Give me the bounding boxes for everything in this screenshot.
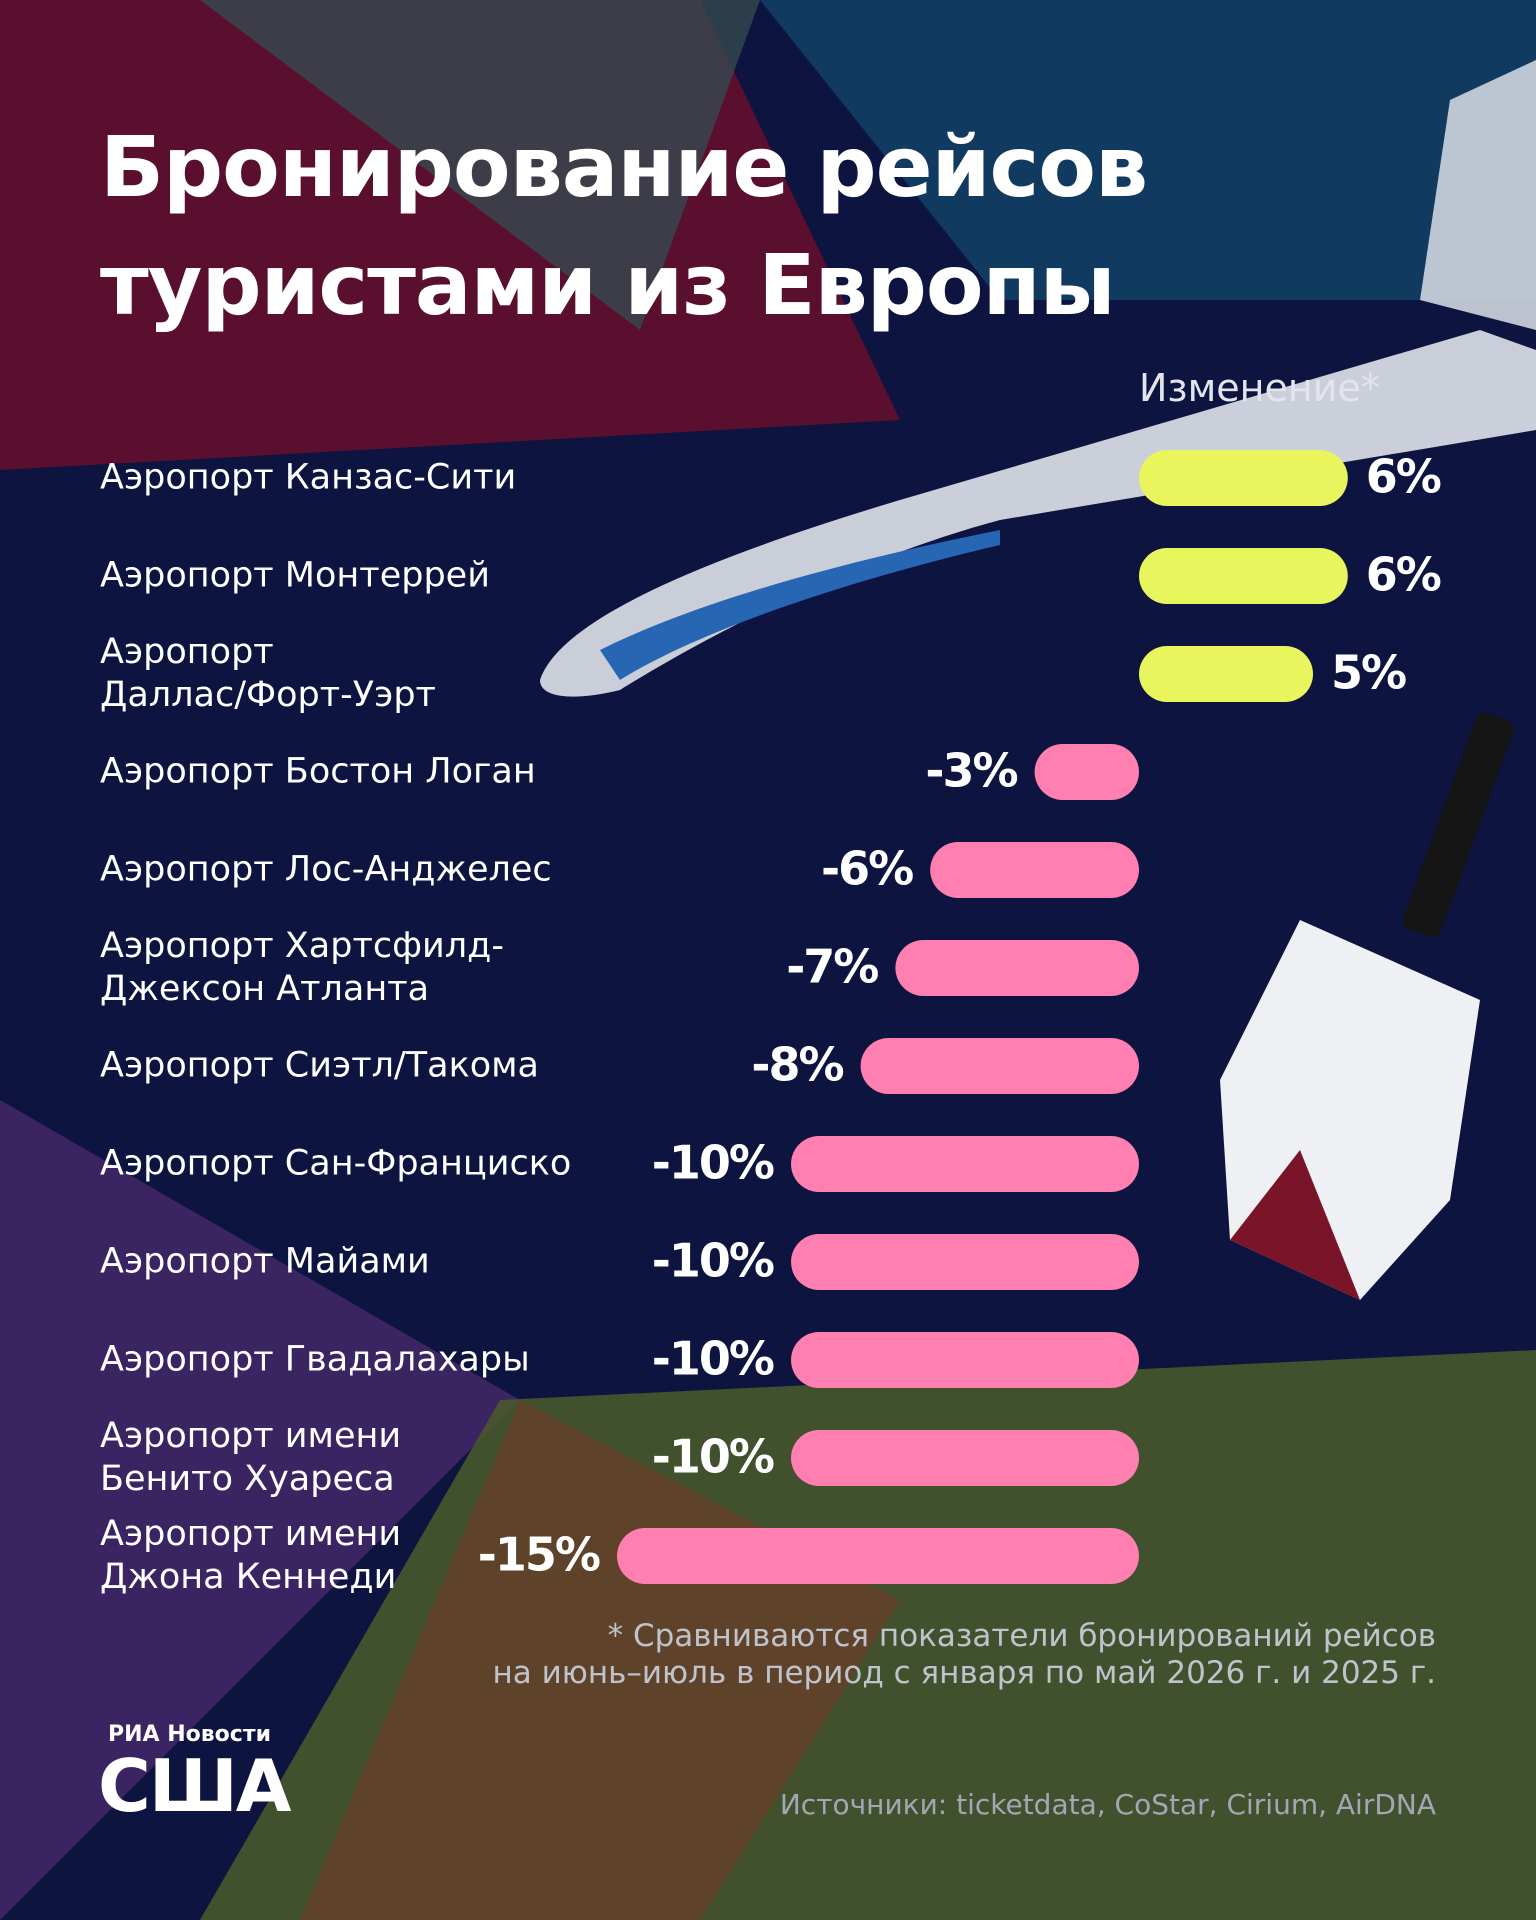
- category-label: Аэропорт Сан-Франциско: [100, 1143, 572, 1184]
- value-label: -10%: [652, 1430, 774, 1484]
- value-label: 6%: [1366, 548, 1441, 602]
- bg-wedge: [760, 0, 1536, 300]
- bar: [791, 1430, 1139, 1486]
- bar: [930, 842, 1139, 898]
- value-label: -10%: [652, 1234, 774, 1288]
- value-label: -6%: [821, 842, 913, 896]
- bg-wedge: [0, 1100, 520, 1920]
- value-label: -10%: [652, 1332, 774, 1386]
- category-label: Аэропорт Сиэтл/Такома: [100, 1045, 539, 1086]
- category-label: Аэропорт Майами: [100, 1241, 430, 1282]
- value-label: -8%: [751, 1038, 843, 1092]
- source: Источники: ticketdata, CoStar, Cirium, A…: [779, 1788, 1436, 1821]
- category-label: Аэропорт Бостон Логан: [100, 751, 536, 792]
- category-label: Аэропорт Монтеррей: [100, 555, 490, 596]
- category-label: Аэропорт Лос-Анджелес: [100, 849, 552, 890]
- chart-title: Бронирование рейсов туристами из Европы: [100, 118, 1148, 334]
- category-label: Аэропорт имени Джона Кеннеди: [100, 1514, 402, 1597]
- category-label: Аэропорт Канзас-Сити: [100, 457, 517, 498]
- plane-illustration: [540, 60, 1536, 697]
- bar: [1139, 646, 1313, 702]
- category-label: Аэропорт Гвадалахары: [100, 1339, 530, 1380]
- bar: [1139, 450, 1348, 506]
- luggage-tag-illustration: [1220, 712, 1514, 1300]
- bar: [617, 1528, 1139, 1584]
- value-label: -10%: [652, 1136, 774, 1190]
- value-label: 6%: [1366, 450, 1441, 504]
- value-label: -3%: [925, 744, 1017, 798]
- footnote: * Сравниваются показатели бронирований р…: [492, 1618, 1437, 1691]
- bg-wedge: [200, 0, 760, 330]
- bar: [1139, 548, 1348, 604]
- brand-title: США: [98, 1744, 292, 1828]
- bar: [791, 1332, 1139, 1388]
- bar: [860, 1038, 1139, 1094]
- brand: РИА Новости: [108, 1722, 271, 1747]
- value-label: 5%: [1331, 646, 1406, 700]
- value-label: -15%: [478, 1528, 600, 1582]
- axis-label: Изменение*: [1139, 366, 1380, 410]
- value-label: -7%: [786, 940, 878, 994]
- bar: [895, 940, 1139, 996]
- category-label: Аэропорт имени Бенито Хуареса: [100, 1416, 402, 1499]
- bar: [791, 1136, 1139, 1192]
- bar: [791, 1234, 1139, 1290]
- category-label: Аэропорт Даллас/Форт-Уэрт: [100, 632, 436, 715]
- bar: [1034, 744, 1139, 800]
- category-label: Аэропорт Хартсфилд- Джексон Атланта: [100, 926, 504, 1009]
